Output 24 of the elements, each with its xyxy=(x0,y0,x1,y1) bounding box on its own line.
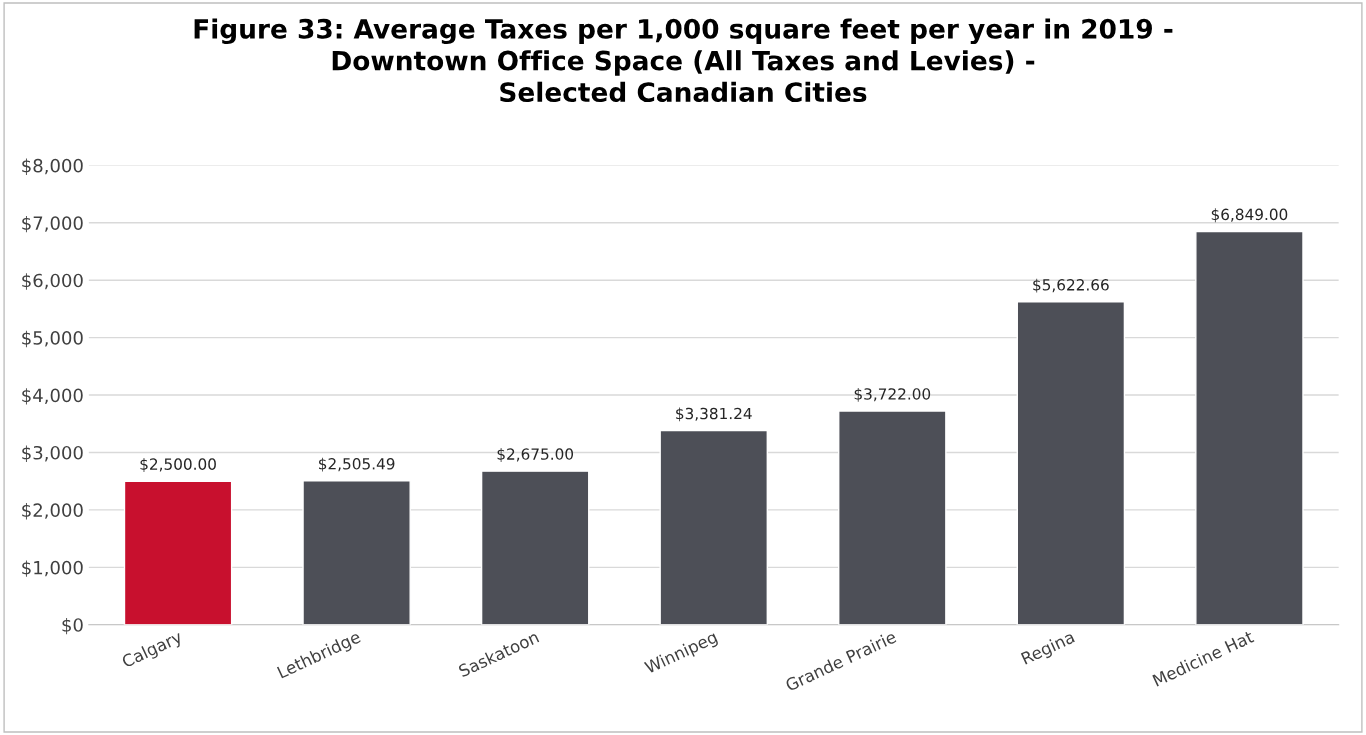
bar xyxy=(1195,230,1304,625)
data-label: $5,622.66 xyxy=(1033,278,1109,293)
y-tick-label: $3,000 xyxy=(22,445,83,462)
bar xyxy=(838,410,947,625)
data-label: $6,849.00 xyxy=(1211,208,1288,223)
bar xyxy=(480,470,590,625)
data-label: $3,381.24 xyxy=(676,407,752,422)
y-tick-label: $0 xyxy=(62,617,83,635)
bar xyxy=(1016,301,1126,625)
data-label: $2,505.49 xyxy=(319,457,395,472)
bar xyxy=(659,429,768,625)
data-label: $2,500.00 xyxy=(140,458,216,472)
y-tick-label: $4,000 xyxy=(22,388,83,405)
y-tick-label: $2,000 xyxy=(22,503,83,520)
y-tick-label: $7,000 xyxy=(22,215,83,233)
chart-title: Figure 33: Average Taxes per 1,000 square feet per year in 2019 - Downtown Office Space (All Taxes and Levies) - Selected Canadian Cities xyxy=(194,18,1173,103)
y-tick-label: $1,000 xyxy=(22,560,83,577)
data-label: $2,675.00 xyxy=(497,448,574,462)
bar xyxy=(302,480,411,625)
y-tick-label: $8,000 xyxy=(22,158,83,175)
y-tick-label: $5,000 xyxy=(22,330,83,348)
y-tick-label: $6,000 xyxy=(22,273,83,290)
bar xyxy=(123,480,233,625)
data-label: $3,722.00 xyxy=(854,387,931,402)
